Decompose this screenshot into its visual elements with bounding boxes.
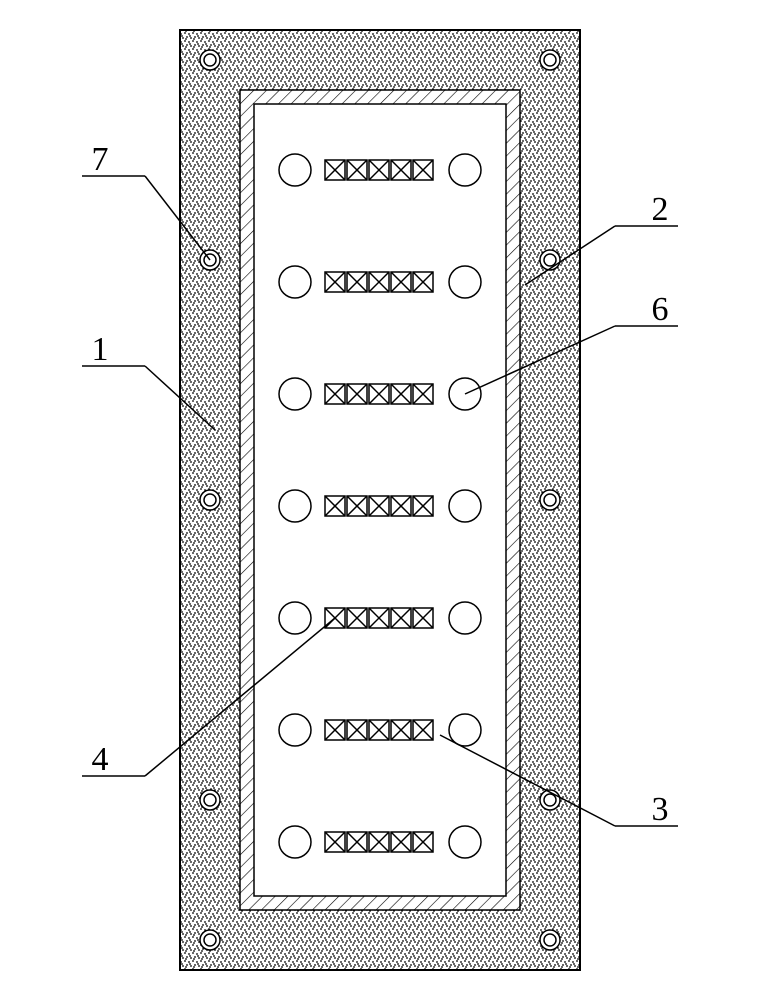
row-circle <box>279 602 311 634</box>
crossed-square <box>325 496 345 516</box>
row-circle <box>279 490 311 522</box>
crossed-square <box>369 720 389 740</box>
crossed-square <box>347 832 367 852</box>
callout-label: 6 <box>652 291 669 328</box>
crossed-square <box>347 384 367 404</box>
crossed-square <box>347 608 367 628</box>
crossed-square <box>413 832 433 852</box>
crossed-square <box>325 832 345 852</box>
row-circle <box>279 826 311 858</box>
crossed-square <box>413 272 433 292</box>
crossed-square <box>347 720 367 740</box>
row-circle <box>279 714 311 746</box>
crossed-square <box>391 160 411 180</box>
row-circle <box>449 266 481 298</box>
mounting-bolt <box>540 50 560 70</box>
row-circle <box>449 602 481 634</box>
crossed-square <box>369 272 389 292</box>
callout-label: 4 <box>92 741 109 778</box>
row-circle <box>279 266 311 298</box>
crossed-square <box>347 496 367 516</box>
crossed-square <box>369 832 389 852</box>
row-circle <box>449 714 481 746</box>
crossed-square <box>391 384 411 404</box>
crossed-square <box>413 608 433 628</box>
callout-label: 3 <box>652 791 669 828</box>
callout-label: 2 <box>652 191 669 228</box>
crossed-square <box>369 496 389 516</box>
row-circle <box>449 490 481 522</box>
crossed-square <box>391 720 411 740</box>
mounting-bolt <box>200 490 220 510</box>
crossed-square <box>391 608 411 628</box>
crossed-square <box>413 720 433 740</box>
crossed-square <box>369 160 389 180</box>
crossed-square <box>325 720 345 740</box>
crossed-square <box>413 384 433 404</box>
crossed-square <box>325 384 345 404</box>
mounting-bolt <box>540 490 560 510</box>
crossed-square <box>391 272 411 292</box>
mounting-bolt <box>200 50 220 70</box>
crossed-square <box>369 384 389 404</box>
crossed-square <box>369 608 389 628</box>
row-circle <box>449 826 481 858</box>
row-circle <box>449 154 481 186</box>
crossed-square <box>413 496 433 516</box>
mounting-bolt <box>540 930 560 950</box>
row-circle <box>279 378 311 410</box>
mounting-bolt <box>200 790 220 810</box>
mounting-bolt <box>540 250 560 270</box>
callout-label: 7 <box>92 141 109 178</box>
crossed-square <box>413 160 433 180</box>
row-circle <box>279 154 311 186</box>
crossed-square <box>391 496 411 516</box>
mounting-bolt <box>200 930 220 950</box>
crossed-square <box>347 160 367 180</box>
crossed-square <box>391 832 411 852</box>
callout-label: 1 <box>92 331 109 368</box>
crossed-square <box>325 272 345 292</box>
crossed-square <box>347 272 367 292</box>
crossed-square <box>325 160 345 180</box>
